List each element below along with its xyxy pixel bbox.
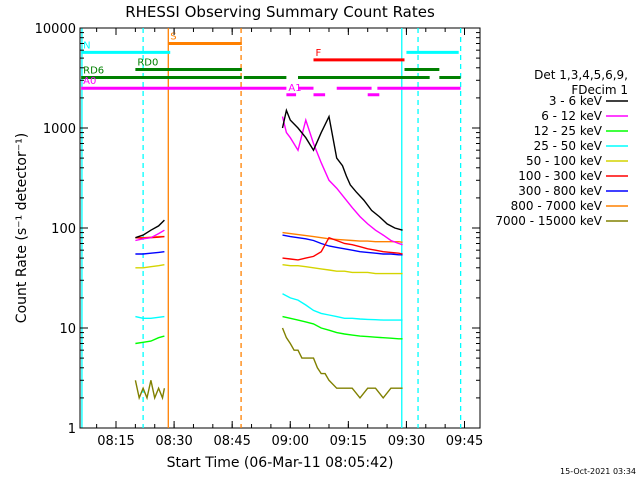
flag-label-rd6: RD6 xyxy=(83,65,104,76)
legend-label-800-7000-kev: 800 - 7000 keV xyxy=(511,199,603,213)
legend-title-line-2: FDecim 1 xyxy=(571,83,628,97)
legend-label-50-100-kev: 50 - 100 keV xyxy=(526,154,603,168)
series-line-800-7000-kev-1 xyxy=(282,231,403,243)
series-line-6-12-kev-1 xyxy=(281,116,403,246)
series-line-12-25-kev-0 xyxy=(135,335,165,345)
flag-label-a1: A1 xyxy=(288,83,301,94)
y-tick-label-10: 10 xyxy=(59,322,76,337)
legend-label-6-12-kev: 6 - 12 keV xyxy=(541,109,603,123)
x-axis-ticks: 08:15 08:30 08:45 09:00 09:15 09:30 09:45 xyxy=(96,28,483,449)
series-line-3-6-kev-1 xyxy=(281,108,403,231)
x-tick-label-08-30: 08:30 xyxy=(155,434,192,449)
series-line-50-100-kev-1 xyxy=(282,264,403,275)
series-line-300-800-kev-0 xyxy=(135,251,165,255)
chart-title: RHESSI Observing Summary Count Rates xyxy=(125,3,435,21)
x-tick-label-09-00: 09:00 xyxy=(272,434,309,449)
legend-label-7000-15000-kev: 7000 - 15000 keV xyxy=(495,214,602,228)
y-tick-label-100: 100 xyxy=(51,222,76,237)
y-tick-label-1: 1 xyxy=(68,422,76,437)
x-axis-label: Start Time (06-Mar-11 08:05:42) xyxy=(167,455,394,471)
x-tick-label-09-30: 09:30 xyxy=(388,434,425,449)
flag-label-rd0: RD0 xyxy=(137,57,158,68)
legend-label-25-50-kev: 25 - 50 keV xyxy=(534,139,603,153)
legend-title-line-1: Det 1,3,4,5,6,9, xyxy=(534,68,628,82)
y-axis-ticks: 1 10 100 1000 10000 xyxy=(35,22,480,437)
x-tick-label-09-45: 09:45 xyxy=(446,434,483,449)
flag-label-f: F xyxy=(315,48,321,59)
series-line-6-12-kev-0 xyxy=(135,229,165,242)
flag-label-n: N xyxy=(83,40,90,51)
y-tick-label-10000: 10000 xyxy=(35,22,76,37)
legend-label-300-800-kev: 300 - 800 keV xyxy=(518,184,602,198)
vertical-markers xyxy=(81,28,462,428)
y-tick-label-1000: 1000 xyxy=(43,122,76,137)
legend-label-100-300-kev: 100 - 300 keV xyxy=(518,169,602,183)
series-line-300-800-kev-1 xyxy=(282,234,403,256)
series-lines xyxy=(134,108,403,401)
y-axis-label: Count Rate (s⁻¹ detector⁻¹) xyxy=(14,133,30,323)
series-line-25-50-kev-1 xyxy=(282,293,403,321)
series-line-7000-15000-kev-0 xyxy=(134,380,166,401)
legend-label-3-6-kev: 3 - 6 keV xyxy=(549,94,603,108)
series-line-50-100-kev-0 xyxy=(135,264,165,269)
series-line-25-50-kev-0 xyxy=(135,315,165,319)
series-line-3-6-kev-0 xyxy=(135,219,165,239)
series-line-7000-15000-kev-1 xyxy=(281,327,403,400)
series-line-100-300-kev-1 xyxy=(282,236,403,261)
x-tick-label-08-15: 08:15 xyxy=(97,434,134,449)
flag-label-a0: A0 xyxy=(83,76,96,87)
timestamp: 15-Oct-2021 03:34 xyxy=(560,467,636,476)
flag-label-s: S xyxy=(170,31,176,42)
series-line-12-25-kev-1 xyxy=(282,315,403,340)
legend-label-12-25-kev: 12 - 25 keV xyxy=(534,124,603,138)
x-tick-label-09-15: 09:15 xyxy=(330,434,367,449)
x-tick-label-08-45: 08:45 xyxy=(213,434,250,449)
